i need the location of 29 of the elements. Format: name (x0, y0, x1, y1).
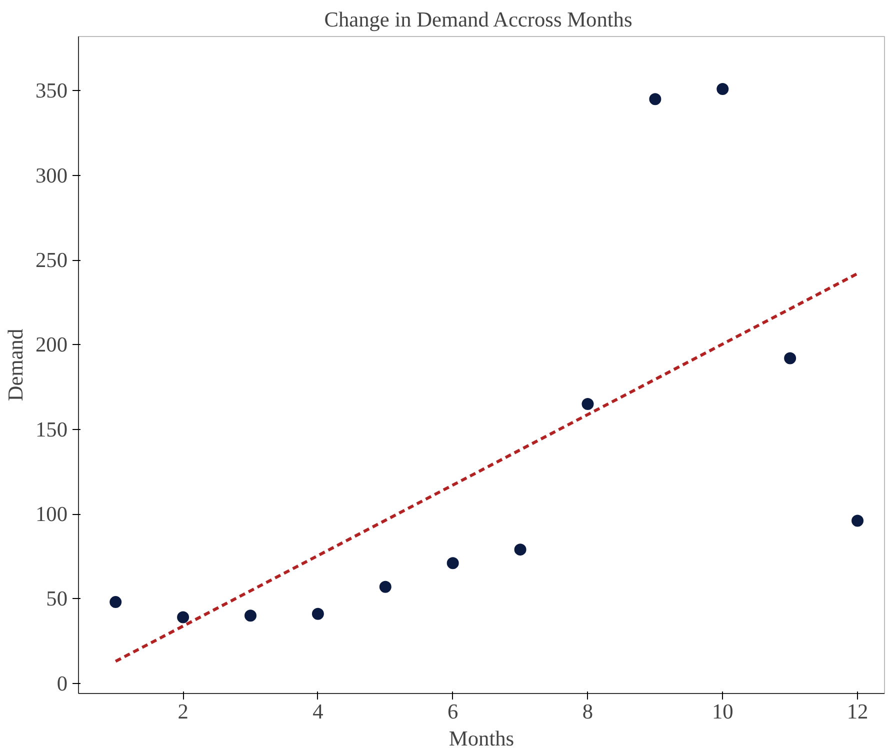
x-tick-label: 6 (448, 700, 459, 724)
x-tick-label: 8 (582, 700, 594, 724)
point (649, 93, 662, 106)
chart-title: Change in Demand Accross Months (324, 8, 632, 32)
point (446, 557, 459, 570)
point (852, 514, 864, 527)
y-tick-label: 250 (36, 248, 68, 272)
y-tick-label: 300 (36, 163, 68, 188)
point (582, 398, 594, 410)
point (784, 352, 796, 364)
point (312, 608, 324, 620)
x-tick-label: 4 (312, 700, 324, 724)
point (110, 596, 122, 608)
y-tick-label: 350 (36, 78, 68, 103)
point (514, 544, 526, 556)
point (716, 83, 729, 95)
x-tick-label: 2 (178, 700, 188, 724)
y-tick-label: 150 (36, 417, 68, 442)
y-tick-label: 100 (36, 502, 68, 526)
x-axis-title: Months (448, 726, 514, 750)
x-tick-label: 10 (712, 700, 734, 724)
point (379, 580, 392, 593)
y-tick-label: 200 (36, 332, 68, 357)
y-tick-label: 50 (46, 586, 68, 611)
y-axis-title: Demand (4, 328, 28, 402)
x-tick-label: 12 (846, 700, 868, 724)
point (177, 611, 190, 624)
y-tick-label: 0 (56, 671, 68, 696)
point (244, 610, 256, 622)
